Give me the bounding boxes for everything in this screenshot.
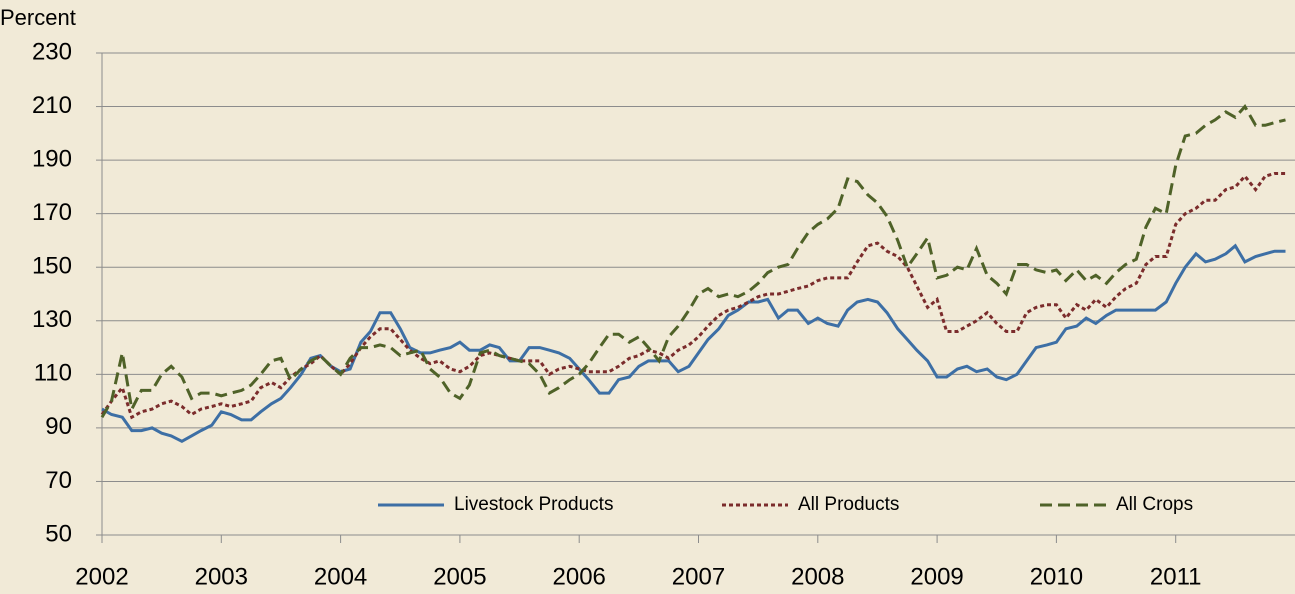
legend-label: All Crops [1116, 494, 1193, 515]
legend-label: All Products [798, 494, 899, 515]
series-line [100, 104, 1286, 418]
y-tick-label: 110 [34, 360, 72, 387]
x-tick-label: 2007 [672, 563, 725, 590]
x-tick-label: 2008 [791, 563, 844, 590]
x-tick-label: 2011 [1150, 563, 1202, 590]
y-tick-label: 50 [45, 520, 72, 547]
x-tick-label: 2002 [75, 563, 128, 590]
y-tick-label: 190 [32, 145, 72, 172]
x-tick-label: 2004 [314, 563, 367, 590]
y-tick-label: 70 [45, 467, 72, 494]
x-tick-label: 2009 [910, 563, 963, 590]
y-axis-label: Percent [0, 5, 76, 30]
legend-label: Livestock Products [454, 494, 613, 515]
series-line [101, 243, 1286, 443]
y-tick-label: 90 [45, 413, 72, 440]
x-tick-label: 2006 [553, 563, 606, 590]
y-tick-label: 130 [32, 306, 72, 333]
x-tick-label: 2010 [1030, 563, 1083, 590]
x-tick-label: 2005 [433, 563, 486, 590]
y-tick-label: 230 [32, 38, 72, 65]
y-tick-label: 210 [32, 92, 72, 119]
x-tick-label: 2003 [195, 563, 248, 590]
y-tick-label: 170 [32, 199, 72, 226]
y-tick-label: 150 [32, 253, 72, 280]
